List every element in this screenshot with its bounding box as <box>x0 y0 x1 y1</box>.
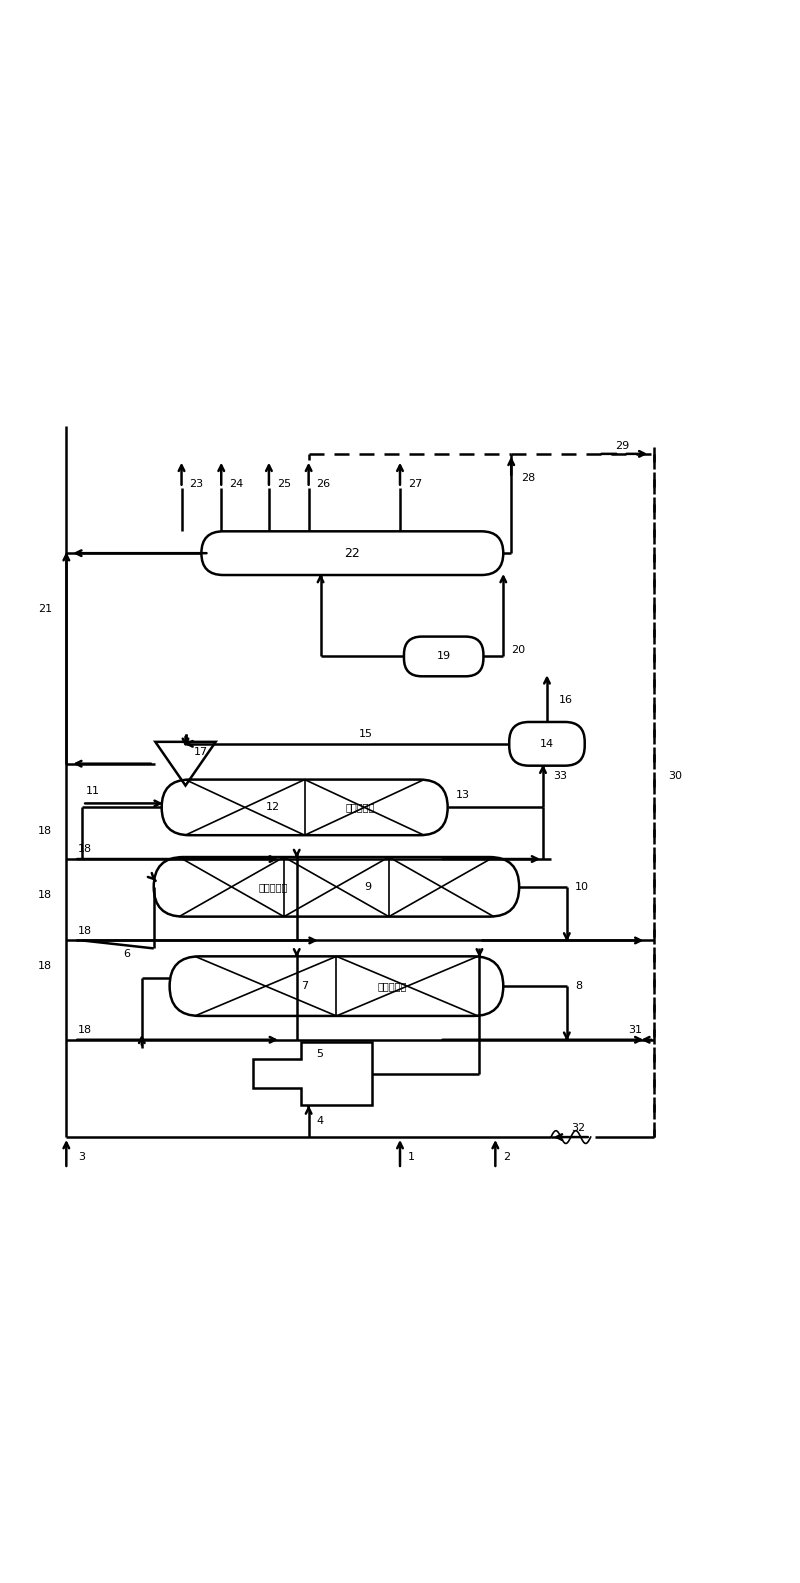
Text: 12: 12 <box>266 803 280 812</box>
Text: 18: 18 <box>38 961 52 972</box>
Text: 4: 4 <box>317 1116 324 1126</box>
Text: 第一反应区: 第一反应区 <box>378 981 406 991</box>
Text: 18: 18 <box>78 1026 92 1035</box>
Text: 7: 7 <box>301 981 308 991</box>
Text: 29: 29 <box>615 442 630 451</box>
Text: 25: 25 <box>277 478 291 489</box>
Text: 18: 18 <box>78 844 92 855</box>
Text: 6: 6 <box>123 950 130 959</box>
Text: 第二反应区: 第二反应区 <box>258 882 287 891</box>
Text: 33: 33 <box>554 771 567 780</box>
Text: 24: 24 <box>229 478 243 489</box>
Text: 9: 9 <box>365 882 372 891</box>
Text: 18: 18 <box>38 826 52 836</box>
Text: 18: 18 <box>78 926 92 936</box>
Text: 5: 5 <box>317 1048 323 1059</box>
Text: 30: 30 <box>669 771 682 780</box>
Text: 17: 17 <box>194 747 207 757</box>
Text: 20: 20 <box>511 646 526 655</box>
Text: 22: 22 <box>345 546 360 560</box>
Text: 14: 14 <box>540 739 554 749</box>
Text: 11: 11 <box>86 787 100 796</box>
Text: 26: 26 <box>317 478 330 489</box>
Text: 8: 8 <box>574 981 582 991</box>
Text: 10: 10 <box>574 882 589 891</box>
Text: 第三反应区: 第三反应区 <box>346 803 375 812</box>
Text: 16: 16 <box>559 695 573 704</box>
Text: 18: 18 <box>38 890 52 899</box>
Text: 21: 21 <box>38 603 52 614</box>
Text: 31: 31 <box>628 1026 642 1035</box>
Text: 13: 13 <box>456 790 470 801</box>
Text: 28: 28 <box>522 473 536 483</box>
Text: 27: 27 <box>408 478 422 489</box>
Text: 3: 3 <box>78 1152 86 1162</box>
Text: 1: 1 <box>408 1152 415 1162</box>
Text: 19: 19 <box>437 652 450 662</box>
Text: 15: 15 <box>359 728 374 739</box>
Text: 32: 32 <box>572 1122 586 1132</box>
Text: 2: 2 <box>503 1152 510 1162</box>
Text: 23: 23 <box>190 478 203 489</box>
